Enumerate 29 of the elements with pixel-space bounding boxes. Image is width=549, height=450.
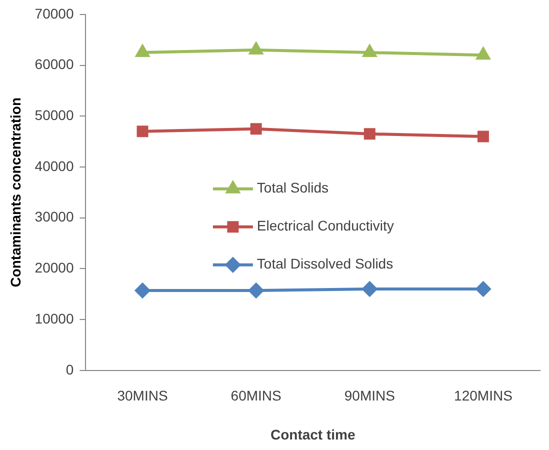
point xyxy=(362,45,376,58)
y-tick-label: 0 xyxy=(66,361,74,378)
x-tick-label: 120MINS xyxy=(454,388,512,404)
x-axis-title: Contact time xyxy=(270,426,356,442)
point xyxy=(136,126,148,138)
point xyxy=(135,283,150,298)
y-tick-label: 60000 xyxy=(34,56,74,72)
x-tick-label: 60MINS xyxy=(230,388,282,404)
point xyxy=(248,283,264,298)
y-tick-label: 40000 xyxy=(34,158,74,174)
legend-label: Total Solids xyxy=(256,180,329,196)
point xyxy=(364,128,376,140)
point xyxy=(477,130,489,142)
y-tick-label: 70000 xyxy=(34,5,74,22)
point xyxy=(249,42,263,54)
y-axis-title: Contaminants concentration xyxy=(7,98,24,288)
y-tick-label: 30000 xyxy=(34,208,74,225)
y-tick-label: 50000 xyxy=(34,106,74,123)
point xyxy=(250,123,262,135)
x-tick-label: 30MINS xyxy=(117,388,168,404)
point xyxy=(362,282,378,297)
point xyxy=(136,45,150,58)
x-tick-label: 90MINS xyxy=(344,388,395,404)
point xyxy=(476,282,491,297)
y-tick-label: 10000 xyxy=(34,310,74,326)
y-tick-label: 20000 xyxy=(34,260,74,276)
point xyxy=(476,48,490,60)
legend-label: Electrical Conductivity xyxy=(256,218,394,234)
legend-label: Total Dissolved Solids xyxy=(256,256,394,272)
